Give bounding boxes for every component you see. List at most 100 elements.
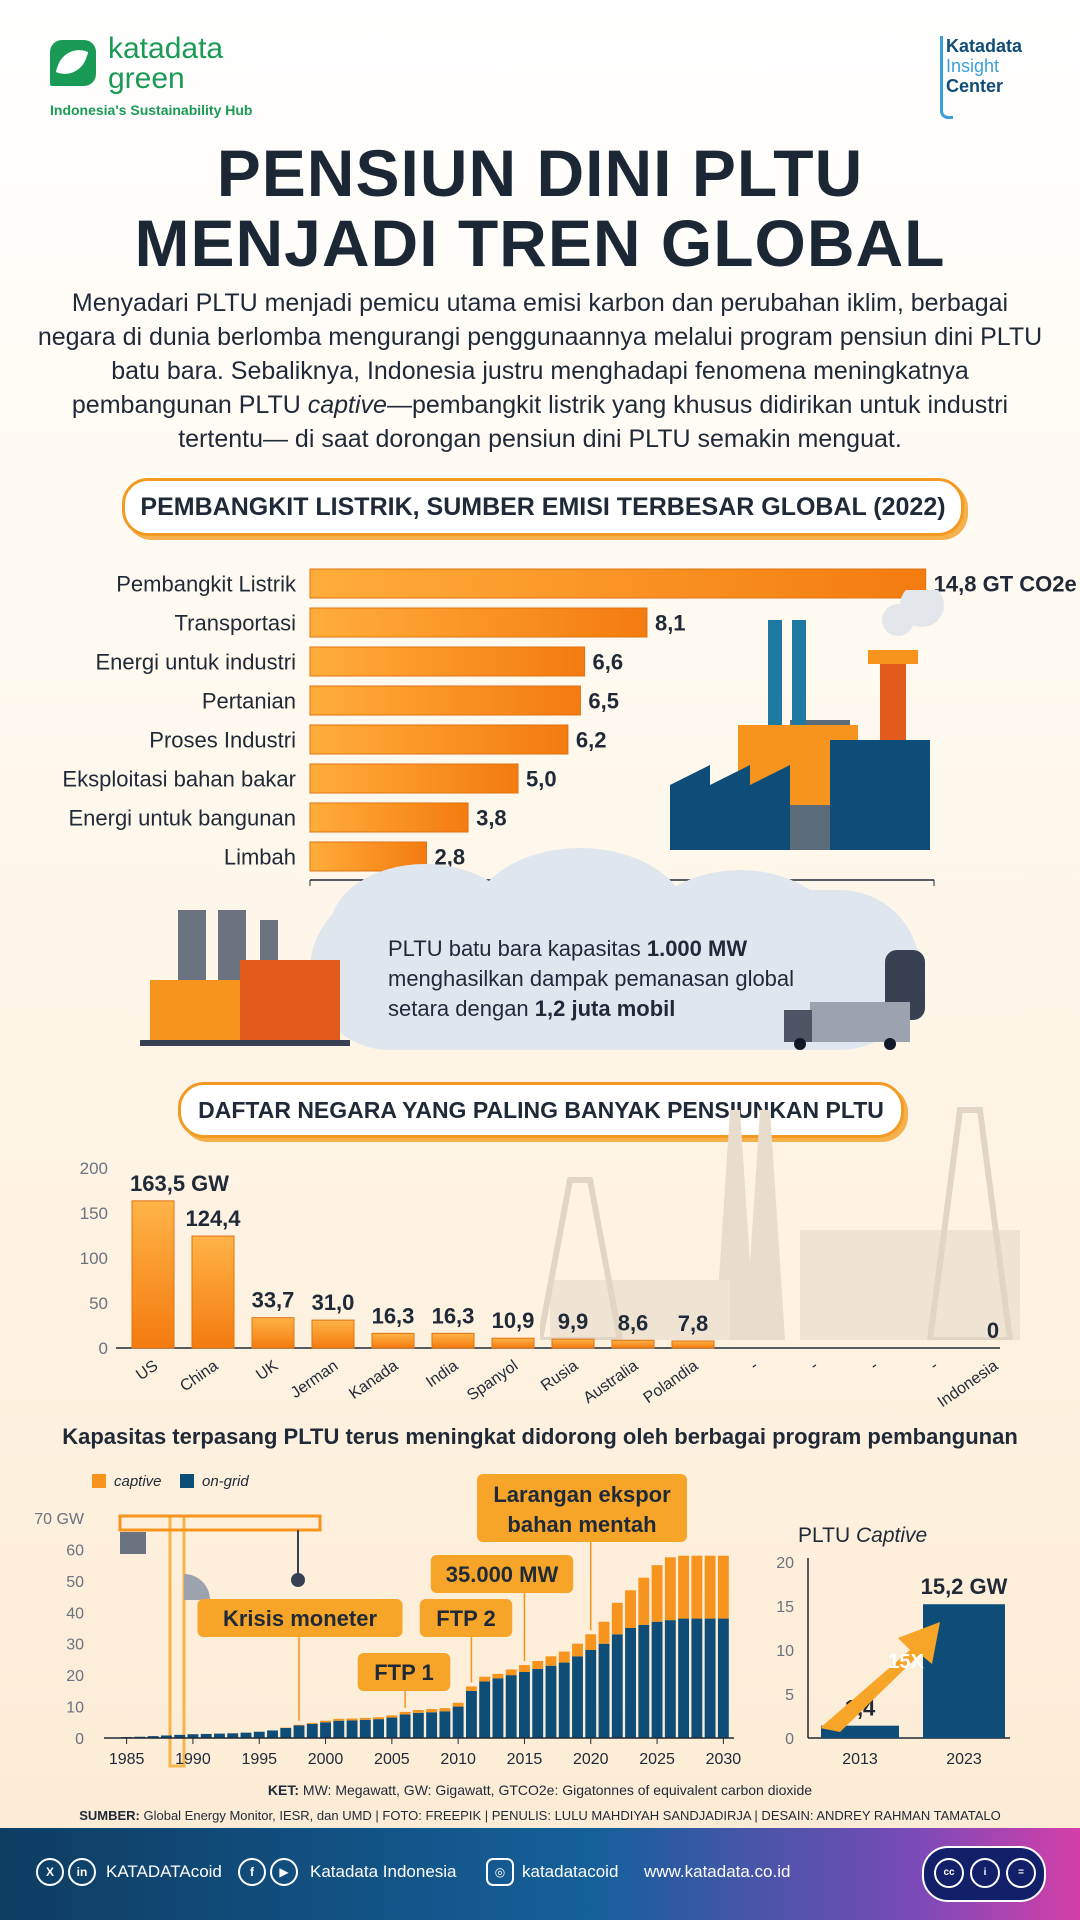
bar-category-label: Pembangkit Listrik <box>116 572 297 597</box>
country-bar <box>671 1340 715 1349</box>
on-grid-bar <box>267 1730 278 1738</box>
annotation-label: Larangan ekspor <box>493 1482 671 1507</box>
bar-value-label: 9,9 <box>558 1309 589 1334</box>
captive-bar <box>519 1665 530 1672</box>
captive-bar <box>465 1686 477 1691</box>
x-category-label: - <box>927 1357 941 1374</box>
y-tick-label: 20 <box>776 1555 794 1572</box>
annotation-box <box>430 1555 574 1593</box>
captive-bar <box>293 1724 305 1726</box>
instagram-icon[interactable]: ◎ <box>486 1858 514 1886</box>
x-category-label: Indonesia <box>935 1357 1002 1411</box>
callout-bold-1: 1.000 MW <box>646 936 748 961</box>
on-grid-bar <box>638 1624 650 1738</box>
countries-bar-chart: 0 50 100 150 200 163,5 GW US 124,4 China 33,7 UK 31… <box>80 1159 1002 1411</box>
bar-value-label: 163,5 GW <box>130 1171 229 1196</box>
on-grid-bar <box>320 1722 331 1738</box>
footer-handle-facebook[interactable]: Katadata Indonesia <box>310 1862 457 1881</box>
on-grid-bar <box>426 1712 438 1738</box>
x-tick-label: 2015 <box>507 1751 543 1768</box>
title-line-1: PENSIUN DINI PLTU <box>216 136 864 210</box>
key-label: KET: <box>267 1782 300 1798</box>
annotation-label: FTP 2 <box>436 1606 496 1631</box>
wheel-icon <box>794 1038 806 1050</box>
x-tick-label: 2030 <box>706 1751 742 1768</box>
chimney-cap <box>868 650 918 664</box>
facebook-icon[interactable]: f <box>238 1858 266 1886</box>
plant-silhouette <box>800 1230 1020 1340</box>
country-bar <box>191 1235 235 1349</box>
truck-cab <box>784 1010 812 1042</box>
country-bar <box>431 1332 475 1349</box>
youtube-icon[interactable]: ▶ <box>270 1858 298 1886</box>
on-grid-bar <box>545 1665 557 1738</box>
on-grid-bar <box>717 1618 729 1738</box>
intro-text-1: Menyadari PLTU menjadi pemicu utama emis… <box>37 289 1043 419</box>
on-grid-bar <box>465 1690 477 1738</box>
on-grid-bar <box>505 1675 517 1738</box>
plant-silhouette <box>550 1280 730 1340</box>
growth-label: 15X <box>888 1651 924 1673</box>
intro-text-2: —pembangkit listrik yang khusus didirika… <box>178 391 1009 453</box>
x-category-label: China <box>177 1357 221 1395</box>
linkedin-icon[interactable]: in <box>68 1858 96 1886</box>
emission-bar <box>309 646 586 677</box>
emissions-bar-chart: Pembangkit Listrik 14,8 GT CO2e Transporta… <box>62 568 1077 886</box>
annotation-label: FTP 1 <box>374 1660 434 1685</box>
partner-line-1: Katadata <box>946 36 1023 56</box>
footer-handle-instagram[interactable]: katadatacoid <box>522 1862 619 1881</box>
captive-bar <box>558 1651 570 1663</box>
x-category-label: Australia <box>581 1357 642 1407</box>
crane-jib <box>118 1514 322 1532</box>
captive-bar <box>359 1717 371 1720</box>
bar-value-label: 6,2 <box>576 728 607 753</box>
x-category-label: US <box>133 1357 161 1384</box>
smoke-cloud <box>882 604 914 636</box>
footer-handle-x[interactable]: KATADATAcoid <box>106 1862 222 1881</box>
y-tick-label: 100 <box>80 1249 108 1268</box>
legend-label-on-grid: on-grid <box>202 1473 249 1490</box>
x-category-label: UK <box>253 1357 281 1384</box>
captive-bar <box>439 1708 451 1712</box>
callout-text-2: menghasilkan dampak pemanasan global <box>388 966 795 991</box>
brand-line-1: katadata <box>108 32 224 65</box>
callout-text-3: setara dengan <box>388 996 535 1021</box>
y-tick-label: 30 <box>66 1637 84 1654</box>
annotation-label: bahan mentah <box>507 1512 656 1537</box>
on-grid-bar <box>333 1720 345 1738</box>
x-category-label: Polandia <box>641 1357 702 1407</box>
on-grid-bar <box>678 1618 690 1738</box>
on-grid-bar <box>479 1681 491 1738</box>
y-tick-label: 10 <box>66 1700 84 1717</box>
legend-swatch-captive <box>92 1474 106 1488</box>
bar-value-label: 10,9 <box>492 1308 535 1333</box>
on-grid-bar <box>187 1734 199 1738</box>
key-text: MW: Megawatt, GW: Gigawatt, GTCO2e: Giga… <box>299 1782 813 1798</box>
truck-container <box>810 1002 910 1042</box>
country-bar <box>611 1339 655 1349</box>
bar-value-label: 5,0 <box>526 767 557 792</box>
chimney-icon <box>792 620 806 730</box>
x-twitter-icon[interactable]: X <box>36 1858 64 1886</box>
on-grid-bar <box>359 1719 371 1738</box>
captive-chart-title-italic: Captive <box>856 1524 927 1547</box>
on-grid-bar <box>200 1733 212 1738</box>
bar-value-label: 8,1 <box>655 611 686 636</box>
y-tick-label: 0 <box>99 1339 108 1358</box>
y-tick-label: 20 <box>66 1668 84 1685</box>
footer-website-link[interactable]: www.katadata.co.id <box>644 1862 791 1881</box>
y-tick-label: 150 <box>80 1204 108 1223</box>
x-category-label: - <box>747 1357 761 1374</box>
brand-line-2: green <box>108 62 185 95</box>
captive-bar <box>638 1577 650 1625</box>
captive-chart-title: PLTU Captive <box>798 1524 927 1547</box>
annotation-box <box>419 1599 513 1637</box>
annotation-box <box>477 1474 687 1542</box>
on-grid-bar <box>558 1662 570 1738</box>
on-grid-bar <box>625 1628 636 1738</box>
x-tick-label: 2005 <box>374 1751 410 1768</box>
attribution-icon: i <box>970 1858 1000 1888</box>
on-grid-bar <box>306 1723 318 1738</box>
country-bar <box>491 1337 535 1349</box>
brand-tagline: Indonesia's Sustainability Hub <box>50 102 253 118</box>
